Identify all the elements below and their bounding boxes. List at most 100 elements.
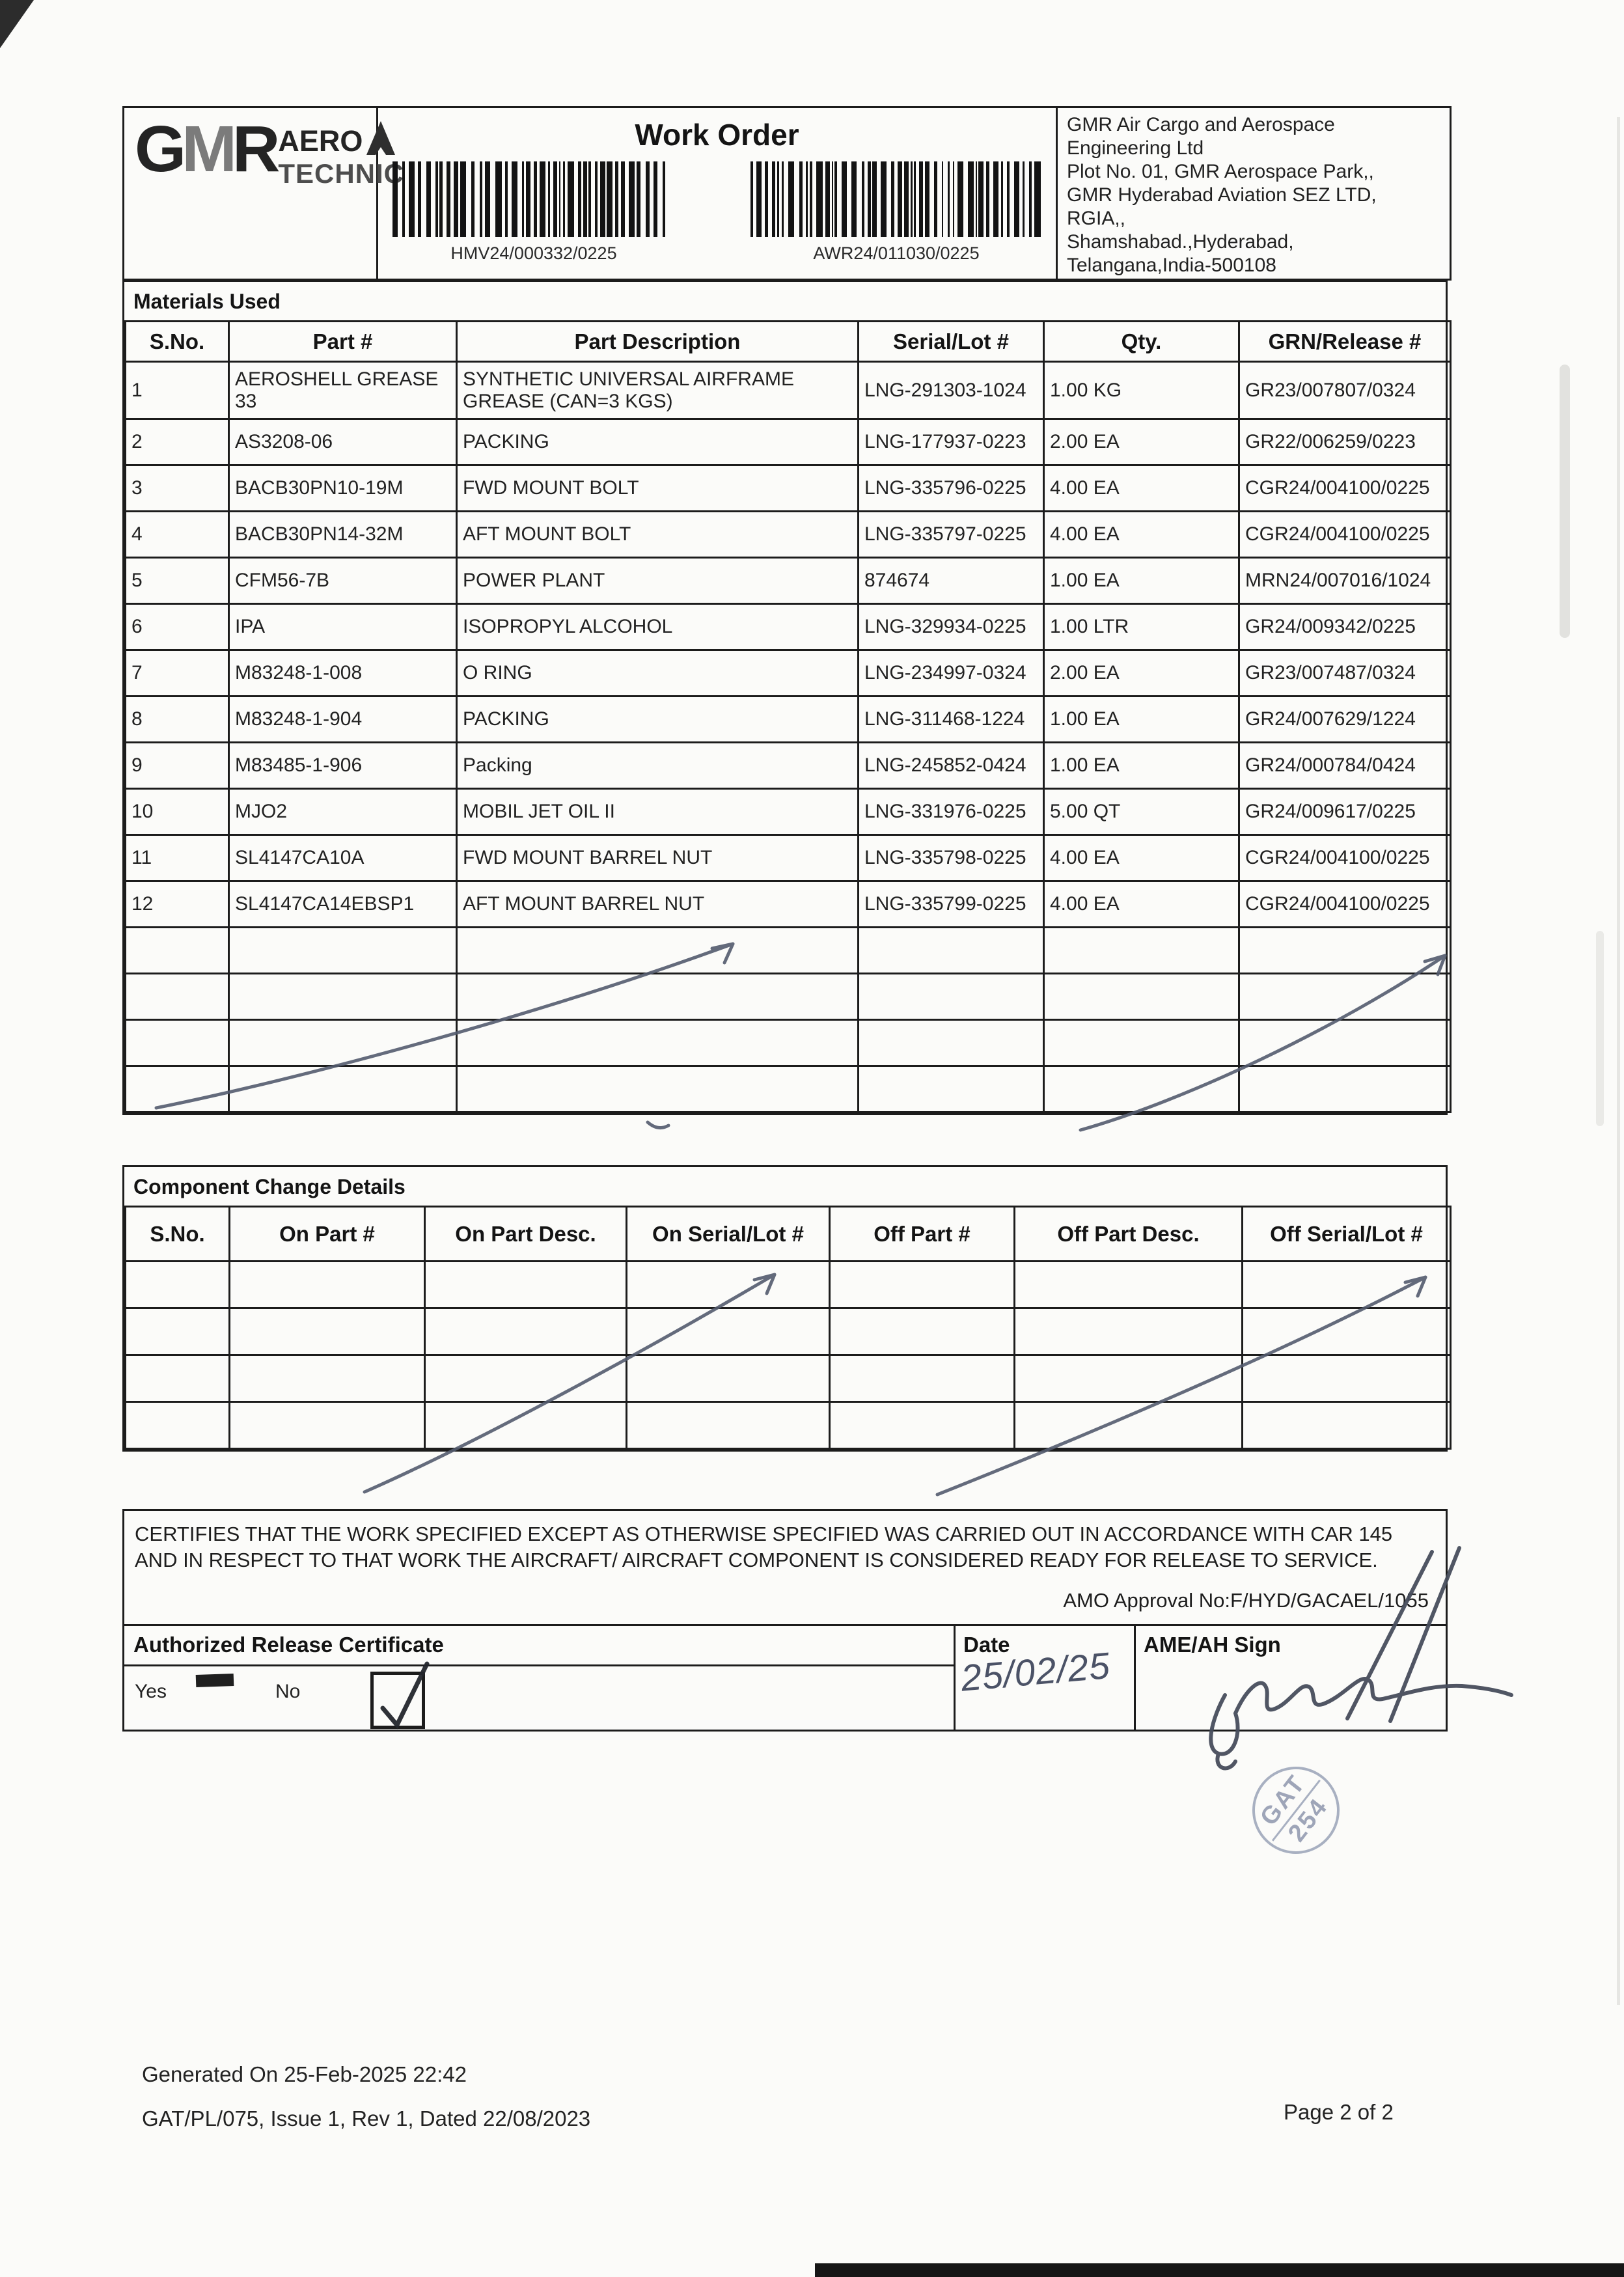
- pen-mark-small: [646, 1120, 670, 1130]
- materials-header-row: S.No. Part # Part Description Serial/Lot…: [124, 320, 1452, 363]
- cell: MRN24/007016/1024: [1238, 557, 1452, 605]
- col-on-part: On Part #: [228, 1206, 426, 1262]
- cell: 874674: [857, 557, 1045, 605]
- cell: 2.00 EA: [1043, 418, 1240, 466]
- materials-row: 9 M83485-1-906 Packing LNG-245852-0424 1.00 …: [124, 741, 1452, 790]
- logo-aero-text: AERO: [278, 124, 363, 158]
- cell: 9: [124, 741, 230, 790]
- materials-used-section: Materials Used S.No. Part # Part Descrip…: [122, 280, 1452, 1115]
- col-sno: S.No.: [124, 320, 230, 363]
- cell: M83248-1-904: [228, 695, 458, 743]
- cell: 8: [124, 695, 230, 743]
- cell: GR24/009342/0225: [1238, 603, 1452, 651]
- date-label: Date: [963, 1633, 1010, 1657]
- cell: AFT MOUNT BOLT: [456, 510, 859, 559]
- cell: LNG-177937-0223: [857, 418, 1045, 466]
- cell: SL4147CA14EBSP1: [228, 880, 458, 928]
- ccd-empty-row: [124, 1307, 1452, 1356]
- cell: BACB30PN10-19M: [228, 464, 458, 512]
- release-certificate-title: Authorized Release Certificate: [124, 1626, 956, 1666]
- cell: [1241, 1260, 1452, 1309]
- cell: 5.00 QT: [1043, 788, 1240, 836]
- sign-cell: AME/AH Sign: [1136, 1626, 1446, 1730]
- cell: [424, 1307, 627, 1356]
- materials-row: 1 AEROSHELL GREASE 33 SYNTHETIC UNIVERSAL …: [124, 361, 1452, 420]
- cell: 2: [124, 418, 230, 466]
- cell: LNG-335798-0225: [857, 834, 1045, 882]
- materials-empty-row: [124, 926, 1452, 974]
- cell: 5: [124, 557, 230, 605]
- col-off-desc: Off Part Desc.: [1013, 1206, 1243, 1262]
- materials-empty-row: [124, 973, 1452, 1021]
- cell: [456, 973, 859, 1021]
- cell: [424, 1401, 627, 1450]
- cell: [1241, 1401, 1452, 1450]
- ccd-header-row: S.No. On Part # On Part Desc. On Serial/…: [124, 1206, 1452, 1262]
- cell: [1241, 1354, 1452, 1403]
- cell: [228, 926, 458, 974]
- cell: 4.00 EA: [1043, 464, 1240, 512]
- cell: 1.00 EA: [1043, 741, 1240, 790]
- header: GMR AERO TECHNIC Work Order HMV24/000332…: [122, 106, 1452, 281]
- cell: LNG-335799-0225: [857, 880, 1045, 928]
- cell: PACKING: [456, 695, 859, 743]
- address-line: Shamshabad.,Hyderabad,: [1067, 231, 1294, 253]
- cell: CGR24/004100/0225: [1238, 880, 1452, 928]
- cell: 1.00 EA: [1043, 557, 1240, 605]
- col-sno: S.No.: [124, 1206, 230, 1262]
- cell: [1043, 1065, 1240, 1113]
- cell: [228, 1260, 426, 1309]
- address-line: Plot No. 01, GMR Aerospace Park,,: [1067, 161, 1374, 182]
- cell: 4: [124, 510, 230, 559]
- cell: [626, 1354, 831, 1403]
- materials-section-title: Materials Used: [133, 290, 281, 313]
- cell: [829, 1401, 1015, 1450]
- cell: 4.00 EA: [1043, 880, 1240, 928]
- certification-text: CERTIFIES THAT THE WORK SPECIFIED EXCEPT…: [135, 1523, 1393, 1571]
- cell: O RING: [456, 649, 859, 697]
- barcode-awr-label: AWR24/011030/0225: [813, 243, 980, 263]
- cell: [124, 1019, 230, 1067]
- cell: GR24/000784/0424: [1238, 741, 1452, 790]
- cell: [456, 926, 859, 974]
- ccd-section-title: Component Change Details: [133, 1175, 406, 1198]
- yes-label: Yes: [135, 1681, 167, 1702]
- cell: SL4147CA10A: [228, 834, 458, 882]
- ccd-empty-row: [124, 1354, 1452, 1403]
- cell: [124, 1401, 230, 1450]
- cell: GR23/007807/0324: [1238, 361, 1452, 420]
- logo-cell: GMR AERO TECHNIC: [124, 108, 404, 279]
- scan-smudge: [1560, 365, 1570, 638]
- cell: 4.00 EA: [1043, 834, 1240, 882]
- page-title: Work Order: [635, 118, 799, 152]
- cell: 6: [124, 603, 230, 651]
- cell: LNG-291303-1024: [857, 361, 1045, 420]
- cell: [424, 1260, 627, 1309]
- cell: [228, 973, 458, 1021]
- address-line: Engineering Ltd: [1067, 137, 1204, 159]
- cell: GR24/007629/1224: [1238, 695, 1452, 743]
- generated-on-text: Generated On 25-Feb-2025 22:42: [142, 2062, 467, 2086]
- cell: [829, 1260, 1015, 1309]
- col-on-desc: On Part Desc.: [424, 1206, 627, 1262]
- address-line: Telangana,India-500108: [1067, 255, 1276, 276]
- component-change-table: S.No. On Part # On Part Desc. On Serial/…: [124, 1206, 1452, 1450]
- materials-row: 11 SL4147CA10A FWD MOUNT BARREL NUT LNG-335…: [124, 834, 1452, 882]
- cell: [857, 1065, 1045, 1113]
- col-desc: Part Description: [456, 320, 859, 363]
- materials-row: 2 AS3208-06 PACKING LNG-177937-0223 2.00 EA G…: [124, 418, 1452, 466]
- cell: PACKING: [456, 418, 859, 466]
- barcode-hmv-label: HMV24/000332/0225: [450, 243, 617, 263]
- gmr-logo: GMR AERO TECHNIC: [135, 117, 404, 187]
- cell: LNG-311468-1224: [857, 695, 1045, 743]
- cell: POWER PLANT: [456, 557, 859, 605]
- cell: [228, 1401, 426, 1450]
- cell: Packing: [456, 741, 859, 790]
- cell: [1013, 1260, 1243, 1309]
- col-part: Part #: [228, 320, 458, 363]
- cell: LNG-234997-0324: [857, 649, 1045, 697]
- cell: [1013, 1354, 1243, 1403]
- scan-smudge: [1596, 931, 1604, 1126]
- cell: [228, 1065, 458, 1113]
- certification-box: CERTIFIES THAT THE WORK SPECIFIED EXCEPT…: [122, 1509, 1448, 1626]
